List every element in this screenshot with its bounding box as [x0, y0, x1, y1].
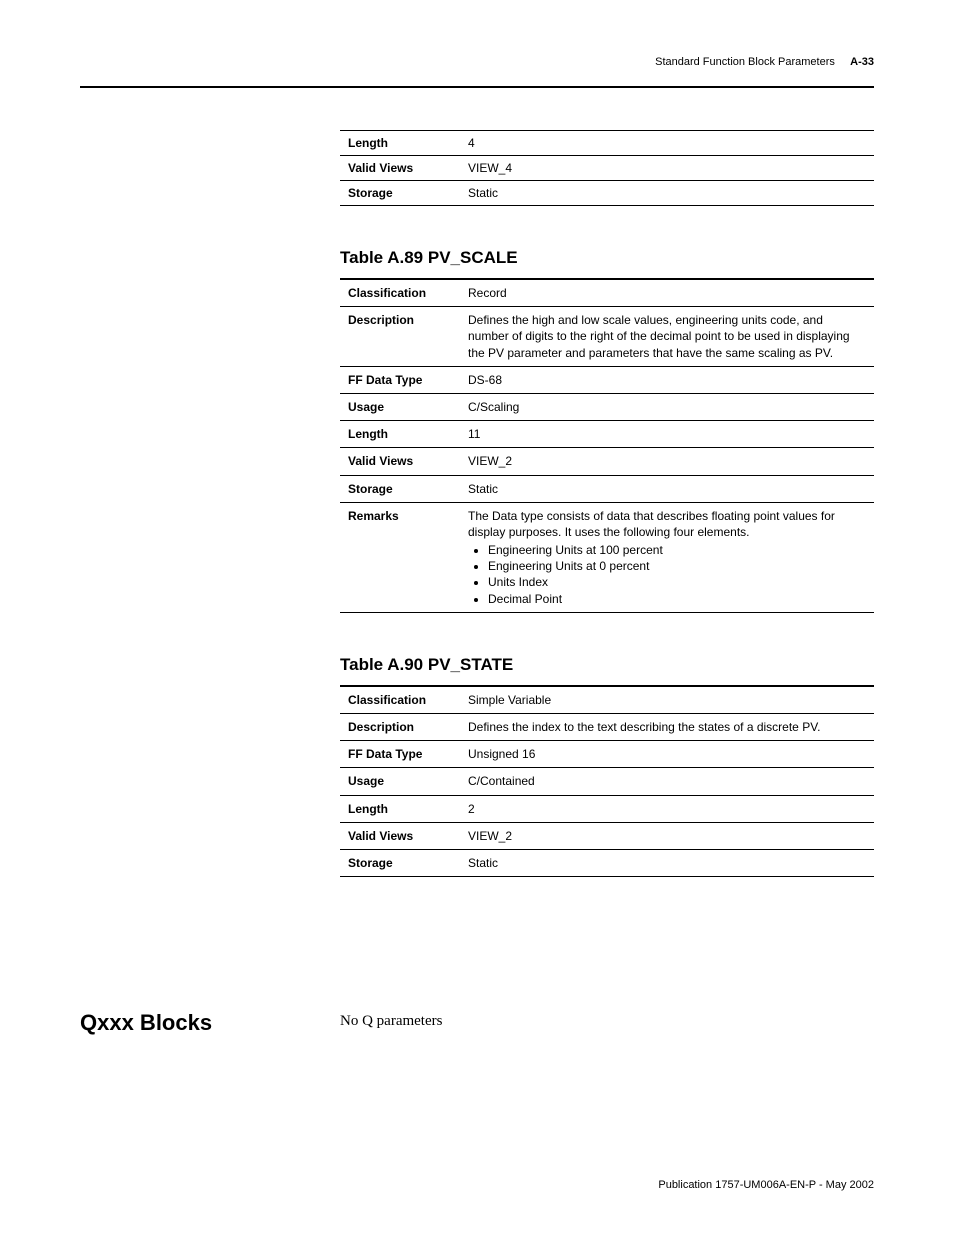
cell-value: VIEW_2	[460, 822, 874, 849]
list-item: Engineering Units at 0 percent	[488, 558, 866, 574]
pv-scale-table: Classification Record Description Define…	[340, 278, 874, 613]
table-row: Classification Record	[340, 279, 874, 307]
cell-value: Static	[460, 181, 874, 206]
section-heading: Qxxx Blocks	[80, 1010, 212, 1036]
cell-value: Defines the high and low scale values, e…	[460, 307, 874, 367]
cell-value: 11	[460, 421, 874, 448]
cell-value: Static	[460, 475, 874, 502]
cell-label: FF Data Type	[340, 741, 460, 768]
remarks-intro: The Data type consists of data that desc…	[468, 509, 835, 539]
table-row: FF Data Type DS-68	[340, 366, 874, 393]
cell-value: DS-68	[460, 366, 874, 393]
content-column: Length 4 Valid Views VIEW_4 Storage Stat…	[340, 130, 874, 877]
cell-value: Static	[460, 849, 874, 876]
cell-label: Classification	[340, 686, 460, 714]
table-row: Usage C/Contained	[340, 768, 874, 795]
page-header: Standard Function Block Parameters A-33	[655, 56, 874, 68]
cell-value: Record	[460, 279, 874, 307]
cell-value: 4	[460, 131, 874, 156]
cell-label: Valid Views	[340, 156, 460, 181]
cell-label: FF Data Type	[340, 366, 460, 393]
cell-label: Valid Views	[340, 822, 460, 849]
cell-value: Simple Variable	[460, 686, 874, 714]
table-row: Length 2	[340, 795, 874, 822]
cell-label: Description	[340, 307, 460, 367]
cell-value: C/Contained	[460, 768, 874, 795]
list-item: Units Index	[488, 574, 866, 590]
table-row: Storage Static	[340, 475, 874, 502]
table-row: Usage C/Scaling	[340, 393, 874, 420]
cell-label: Storage	[340, 181, 460, 206]
cell-value: VIEW_2	[460, 448, 874, 475]
table-row: Description Defines the index to the tex…	[340, 714, 874, 741]
cell-value: VIEW_4	[460, 156, 874, 181]
table-row: Valid Views VIEW_2	[340, 822, 874, 849]
cell-value: Unsigned 16	[460, 741, 874, 768]
cell-label: Valid Views	[340, 448, 460, 475]
cell-remarks: The Data type consists of data that desc…	[460, 502, 874, 612]
cell-value: C/Scaling	[460, 393, 874, 420]
table-row: Valid Views VIEW_2	[340, 448, 874, 475]
cell-label: Usage	[340, 768, 460, 795]
table-row: FF Data Type Unsigned 16	[340, 741, 874, 768]
cell-label: Length	[340, 795, 460, 822]
table-title-pv-scale: Table A.89 PV_SCALE	[340, 248, 874, 268]
table-title-pv-state: Table A.90 PV_STATE	[340, 655, 874, 675]
cell-label: Storage	[340, 475, 460, 502]
header-rule	[80, 86, 874, 88]
cell-label: Usage	[340, 393, 460, 420]
remarks-bullets: Engineering Units at 100 percent Enginee…	[480, 542, 866, 607]
cell-label: Length	[340, 421, 460, 448]
header-page-ref: A-33	[850, 56, 874, 68]
table-row: Length 11	[340, 421, 874, 448]
cell-label: Remarks	[340, 502, 460, 612]
table-row: Valid Views VIEW_4	[340, 156, 874, 181]
table-row: Storage Static	[340, 849, 874, 876]
cell-value: Defines the index to the text describing…	[460, 714, 874, 741]
cell-value: 2	[460, 795, 874, 822]
table-row: Remarks The Data type consists of data t…	[340, 502, 874, 612]
cell-label: Classification	[340, 279, 460, 307]
qxxx-section: Qxxx Blocks No Q parameters	[80, 1010, 874, 1036]
continuation-table: Length 4 Valid Views VIEW_4 Storage Stat…	[340, 130, 874, 206]
footer-publication: Publication 1757-UM006A-EN-P - May 2002	[658, 1179, 874, 1191]
pv-state-table: Classification Simple Variable Descripti…	[340, 685, 874, 877]
cell-label: Description	[340, 714, 460, 741]
cell-label: Length	[340, 131, 460, 156]
section-body: No Q parameters	[340, 1013, 442, 1030]
table-row: Storage Static	[340, 181, 874, 206]
header-section-title: Standard Function Block Parameters	[655, 56, 835, 68]
cell-label: Storage	[340, 849, 460, 876]
table-row: Classification Simple Variable	[340, 686, 874, 714]
table-row: Description Defines the high and low sca…	[340, 307, 874, 367]
list-item: Engineering Units at 100 percent	[488, 542, 866, 558]
list-item: Decimal Point	[488, 591, 866, 607]
table-row: Length 4	[340, 131, 874, 156]
